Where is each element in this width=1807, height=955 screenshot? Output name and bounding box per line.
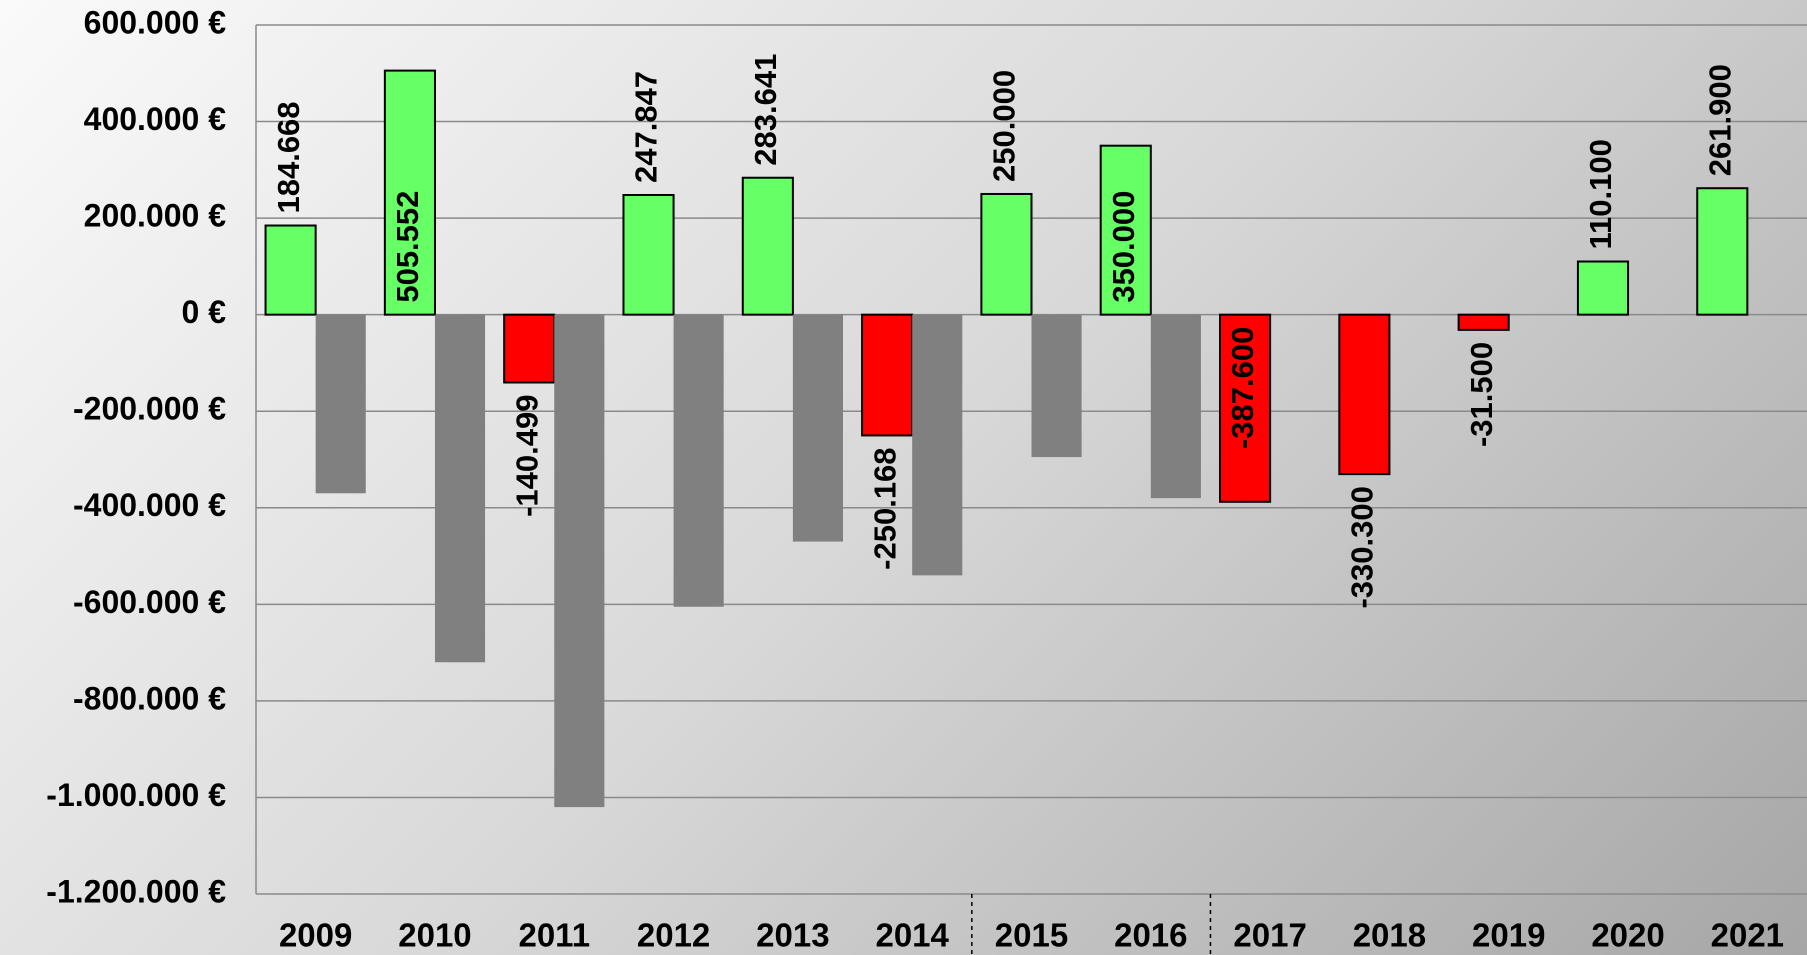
bar <box>1696 187 1749 316</box>
bar <box>264 224 317 316</box>
x-tick-label: 2013 <box>756 917 829 954</box>
value-label: -387.600 <box>1225 327 1260 449</box>
bar <box>1150 314 1201 499</box>
value-label: 184.668 <box>271 101 306 213</box>
y-tick-label: 0 € <box>182 294 227 330</box>
value-label: 350.000 <box>1106 191 1141 303</box>
value-label: 110.100 <box>1583 139 1618 249</box>
x-tick-label: 2011 <box>518 917 590 954</box>
y-tick-label: 400.000 € <box>84 101 227 137</box>
bar <box>554 314 605 808</box>
value-label: 250.000 <box>987 70 1022 182</box>
x-tick-label: 2016 <box>1114 917 1187 954</box>
y-tick-label: -200.000 € <box>73 391 226 427</box>
bar <box>1457 313 1510 331</box>
bar <box>503 313 556 384</box>
value-label: -31.500 <box>1464 342 1499 447</box>
y-tick-label: 600.000 € <box>84 4 227 40</box>
x-tick-label: 2012 <box>637 917 710 954</box>
bar <box>1576 260 1630 316</box>
bar <box>434 314 486 663</box>
x-tick-label: 2009 <box>279 917 352 954</box>
value-label: 505.552 <box>390 191 425 303</box>
bar <box>1338 313 1391 476</box>
y-tick-label: -1.200.000 € <box>46 873 226 909</box>
value-label: -250.168 <box>867 447 902 569</box>
bar <box>1099 144 1152 316</box>
bar <box>912 314 963 576</box>
value-label: -140.499 <box>509 394 544 516</box>
x-tick-label: 2015 <box>995 917 1068 954</box>
value-label: 261.900 <box>1702 64 1737 176</box>
x-tick-label: 2010 <box>398 917 471 954</box>
bar <box>792 314 843 542</box>
bar <box>1031 314 1082 458</box>
y-tick-label: -1.000.000 € <box>46 777 226 813</box>
value-label: 247.847 <box>629 71 664 183</box>
bar <box>741 176 794 316</box>
y-tick-label: -400.000 € <box>73 487 226 523</box>
bar <box>673 314 724 607</box>
value-label: 283.641 <box>748 54 783 166</box>
y-tick-label: -800.000 € <box>73 680 226 716</box>
bar <box>622 194 675 316</box>
x-tick-label: 2017 <box>1233 917 1306 954</box>
x-tick-label: 2018 <box>1353 917 1426 954</box>
bar <box>861 313 914 437</box>
x-tick-label: 2020 <box>1591 917 1664 954</box>
bar <box>980 192 1033 316</box>
x-tick-label: 2014 <box>875 917 949 954</box>
y-tick-label: -600.000 € <box>73 584 226 620</box>
bar <box>1219 313 1272 503</box>
y-tick-label: 200.000 € <box>84 198 227 234</box>
x-tick-label: 2019 <box>1472 917 1545 954</box>
x-tick-label: 2021 <box>1711 917 1784 954</box>
value-label: -330.300 <box>1345 486 1380 608</box>
bar <box>383 69 436 316</box>
bar <box>315 314 366 494</box>
